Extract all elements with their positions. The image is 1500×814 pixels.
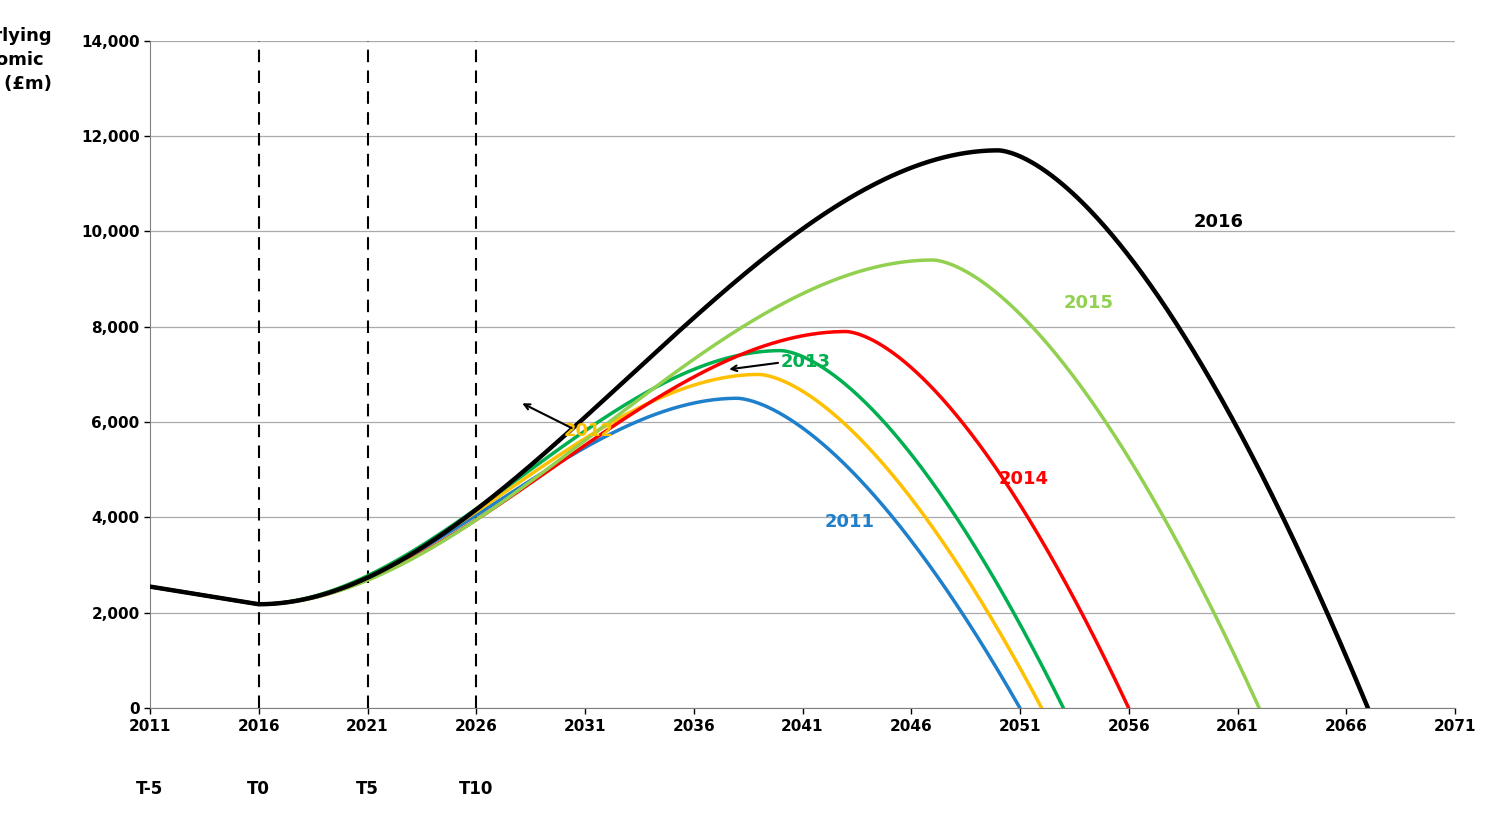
Text: 2011: 2011 <box>825 513 874 531</box>
Text: 2012: 2012 <box>564 422 614 440</box>
Text: 2013: 2013 <box>780 353 831 371</box>
Text: T5: T5 <box>356 781 380 799</box>
Text: 2014: 2014 <box>999 470 1048 488</box>
Text: 2015: 2015 <box>1064 294 1113 312</box>
Text: Underlying
Economic
Profit (£m): Underlying Economic Profit (£m) <box>0 28 53 93</box>
Text: T0: T0 <box>248 781 270 799</box>
Text: 2016: 2016 <box>1194 212 1243 230</box>
Text: T-5: T-5 <box>136 781 164 799</box>
Text: T10: T10 <box>459 781 494 799</box>
